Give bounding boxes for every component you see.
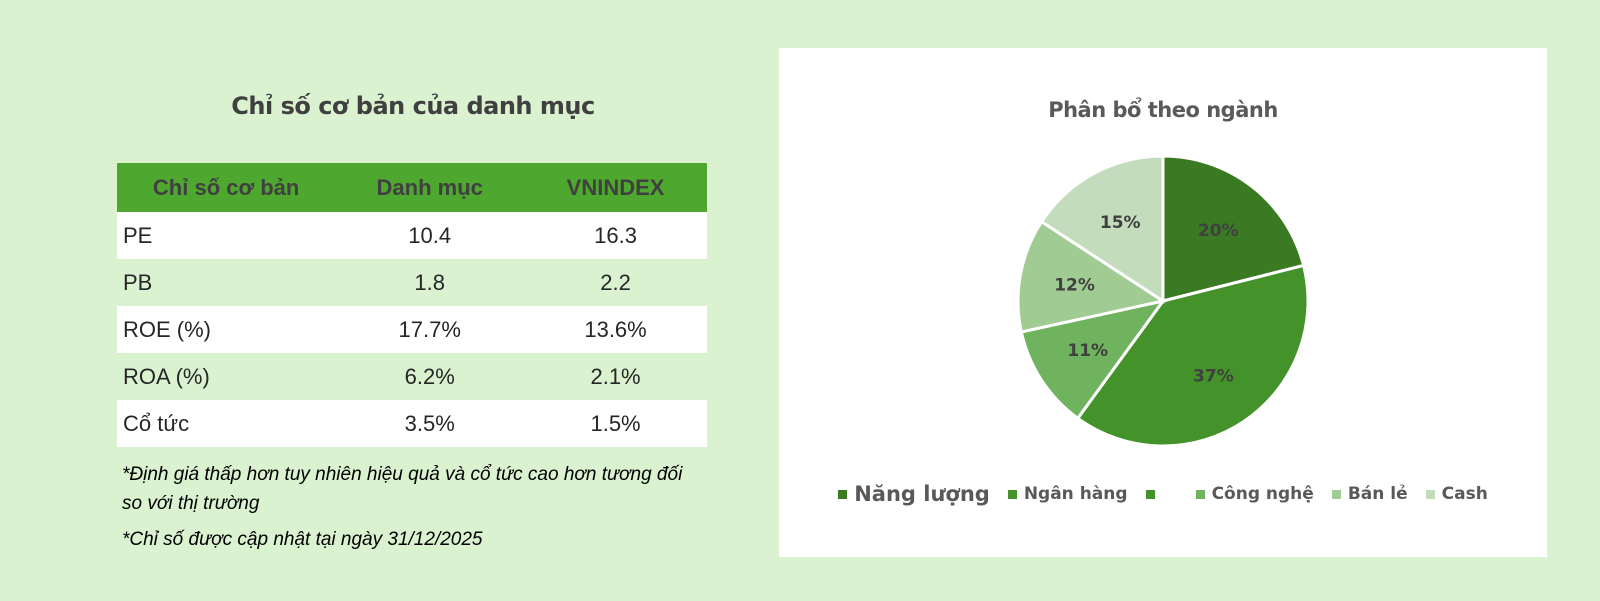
pie-slice (1075, 263, 1310, 448)
vnindex-value: 2.1% (524, 353, 707, 400)
vnindex-value: 2.2 (524, 259, 707, 306)
legend-item: Năng lượng (838, 482, 990, 506)
legend-swatch (1331, 489, 1341, 499)
vnindex-value: 16.3 (524, 212, 707, 259)
metrics-table: Chỉ số cơ bản Danh mục VNINDEX PE 10.4 1… (117, 163, 707, 447)
slice-label: 12% (1054, 276, 1095, 296)
update-date-note: *Chỉ số được cập nhật tại ngày 31/12/202… (122, 529, 483, 550)
table-row: ROE (%) 17.7% 13.6% (117, 306, 707, 353)
portfolio-value: 6.2% (335, 353, 525, 400)
slice-label: 15% (1100, 213, 1141, 233)
portfolio-value: 1.8 (335, 259, 525, 306)
legend-item: Bán lẻ (1331, 484, 1408, 504)
legend-label: Công nghệ (1211, 484, 1314, 504)
table-row: PE 10.4 16.3 (117, 212, 707, 259)
legend-swatch (1425, 489, 1435, 499)
vnindex-value: 1.5% (524, 400, 707, 447)
legend-item: Ngân hàng (1007, 484, 1128, 504)
slice-label: 37% (1193, 366, 1234, 386)
header-portfolio: Danh mục (335, 163, 525, 212)
valuation-note: *Định giá thấp hơn tuy nhiên hiệu quả và… (122, 464, 683, 514)
table-header-row: Chỉ số cơ bản Danh mục VNINDEX (117, 163, 707, 212)
legend-item: Công nghệ (1195, 484, 1314, 504)
pie-slice (1016, 219, 1167, 334)
legend-item: Cash (1425, 484, 1488, 504)
chart-legend: Năng lượng Ngân hàng Công nghệ Bán lẻ Cash (779, 482, 1547, 506)
legend-swatch (1195, 489, 1205, 499)
pie-chart: 20% 37% 11% 12% 15% (1016, 154, 1310, 448)
table-row: PB 1.8 2.2 (117, 259, 707, 306)
legend-label: Bán lẻ (1347, 484, 1408, 504)
header-vnindex: VNINDEX (524, 163, 707, 212)
header-metric: Chỉ số cơ bản (117, 163, 336, 212)
portfolio-value: 17.7% (335, 306, 525, 353)
vnindex-value: 13.6% (524, 306, 707, 353)
portfolio-value: 3.5% (335, 400, 525, 447)
legend-swatch (1145, 489, 1155, 499)
legend-swatch (838, 489, 848, 499)
slice-label: 20% (1198, 221, 1239, 241)
chart-panel: Phân bổ theo ngành 20% 37% 11% 12% 15% Năng … (779, 48, 1547, 557)
metric-name: PE (117, 212, 336, 259)
metric-name: PB (117, 259, 336, 306)
legend-swatch (1007, 489, 1017, 499)
pie-slice (1161, 154, 1306, 303)
legend-label: Cash (1441, 484, 1488, 504)
legend-label: Ngân hàng (1023, 484, 1128, 504)
chart-title: Phân bổ theo ngành (1048, 98, 1278, 122)
table-row: Cổ tức 3.5% 1.5% (117, 400, 707, 447)
metric-name: ROA (%) (117, 353, 336, 400)
metric-name: ROE (%) (117, 306, 336, 353)
legend-item (1145, 489, 1178, 499)
table-row: ROA (%) 6.2% 2.1% (117, 353, 707, 400)
legend-label: Năng lượng (854, 482, 990, 506)
table-title: Chỉ số cơ bản của danh mục (231, 92, 595, 120)
portfolio-value: 10.4 (335, 212, 525, 259)
metric-name: Cổ tức (117, 400, 336, 447)
pie-slice (1019, 298, 1167, 421)
pie-slice (1039, 154, 1165, 304)
slice-label: 11% (1067, 341, 1108, 361)
